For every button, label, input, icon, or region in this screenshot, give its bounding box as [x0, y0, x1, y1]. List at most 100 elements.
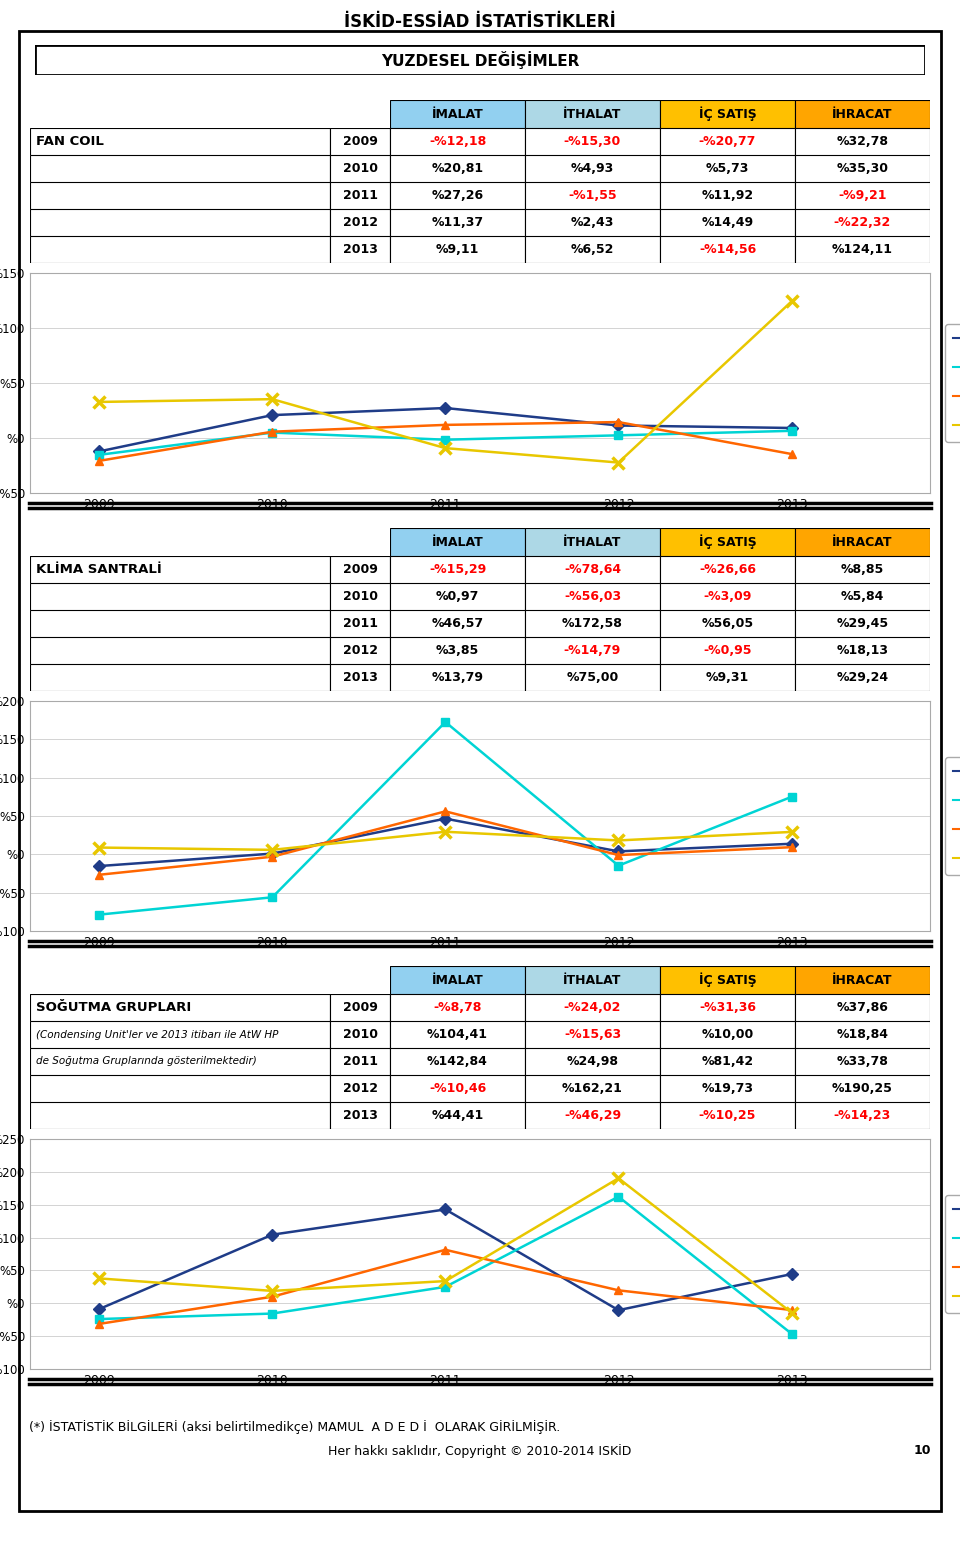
Text: %124,11: %124,11	[832, 243, 893, 256]
Bar	[660, 1102, 795, 1128]
Text: %9,11: %9,11	[436, 243, 479, 256]
Bar	[30, 1048, 330, 1076]
Bar	[30, 1021, 330, 1048]
Bar	[30, 994, 330, 1021]
Bar	[390, 1102, 525, 1128]
Text: -%78,64: -%78,64	[564, 563, 621, 577]
Bar	[30, 209, 330, 236]
Bar	[330, 1048, 390, 1076]
Bar	[795, 611, 930, 637]
Text: %75,00: %75,00	[566, 671, 618, 684]
Text: -%46,29: -%46,29	[564, 1108, 621, 1122]
Bar	[795, 556, 930, 583]
Bar	[795, 529, 930, 556]
Text: -%8,78: -%8,78	[433, 1001, 482, 1014]
Bar	[390, 994, 525, 1021]
Text: 10: 10	[914, 1445, 931, 1457]
Text: İSKİD-ESSİAD İSTATİSTİKLERİ: İSKİD-ESSİAD İSTATİSTİKLERİ	[344, 12, 616, 31]
Text: %142,84: %142,84	[427, 1056, 488, 1068]
Bar	[660, 1021, 795, 1048]
Bar	[525, 129, 660, 155]
Text: İMALAT: İMALAT	[432, 973, 484, 986]
Text: İHRACAT: İHRACAT	[832, 535, 893, 549]
Bar	[660, 663, 795, 691]
Bar	[390, 1076, 525, 1102]
Text: %9,31: %9,31	[706, 671, 749, 684]
Bar	[525, 155, 660, 181]
Text: %2,43: %2,43	[571, 215, 614, 229]
Text: -%20,77: -%20,77	[699, 135, 756, 147]
Text: 2011: 2011	[343, 617, 377, 629]
Text: %3,85: %3,85	[436, 643, 479, 657]
Text: %19,73: %19,73	[702, 1082, 754, 1094]
Legend: İMALAT, İTHALAT, İÇ SATIŞ, İHRACAT: İMALAT, İTHALAT, İÇ SATIŞ, İHRACAT	[946, 1195, 960, 1313]
Text: 2013: 2013	[343, 1108, 377, 1122]
Bar	[795, 637, 930, 663]
Text: İTHALAT: İTHALAT	[564, 535, 622, 549]
Bar	[795, 663, 930, 691]
Bar	[330, 637, 390, 663]
Text: -%0,95: -%0,95	[704, 643, 752, 657]
Text: 2011: 2011	[343, 1056, 377, 1068]
Text: -%9,21: -%9,21	[838, 189, 887, 202]
Bar	[330, 1076, 390, 1102]
Text: %18,84: %18,84	[836, 1028, 889, 1042]
Text: 2013: 2013	[343, 243, 377, 256]
Text: İHRACAT: İHRACAT	[832, 973, 893, 986]
Text: %56,05: %56,05	[702, 617, 754, 629]
Bar	[30, 129, 330, 155]
Bar	[390, 966, 525, 994]
Text: Her hakkı saklıdır, Copyright © 2010-2014 ISKİD: Her hakkı saklıdır, Copyright © 2010-201…	[328, 1445, 632, 1459]
Text: 2010: 2010	[343, 591, 377, 603]
Bar	[660, 583, 795, 611]
Bar	[525, 611, 660, 637]
Bar	[525, 663, 660, 691]
Bar	[660, 529, 795, 556]
Text: 2010: 2010	[343, 1028, 377, 1042]
Bar	[660, 236, 795, 264]
Text: %104,41: %104,41	[427, 1028, 488, 1042]
Bar	[390, 129, 525, 155]
Bar	[660, 209, 795, 236]
Bar	[330, 1102, 390, 1128]
Text: %162,21: %162,21	[562, 1082, 623, 1094]
Text: %8,85: %8,85	[841, 563, 884, 577]
Text: -%14,79: -%14,79	[564, 643, 621, 657]
Text: %11,37: %11,37	[431, 215, 484, 229]
Text: -%56,03: -%56,03	[564, 591, 621, 603]
Bar	[660, 129, 795, 155]
Bar	[795, 966, 930, 994]
Bar	[30, 236, 330, 264]
Bar	[330, 556, 390, 583]
Bar	[795, 181, 930, 209]
Bar	[30, 583, 330, 611]
Bar	[30, 1076, 330, 1102]
Text: -%15,63: -%15,63	[564, 1028, 621, 1042]
Text: (Condensing Unit'ler ve 2013 itibarı ile AtW HP: (Condensing Unit'ler ve 2013 itibarı ile…	[36, 1029, 278, 1040]
Bar	[30, 637, 330, 663]
Bar	[525, 1102, 660, 1128]
Bar	[795, 994, 930, 1021]
Bar	[390, 209, 525, 236]
FancyBboxPatch shape	[35, 45, 925, 74]
Bar	[525, 994, 660, 1021]
Text: 2009: 2009	[343, 135, 377, 147]
Bar	[390, 583, 525, 611]
Text: SOĞUTMA GRUPLARI: SOĞUTMA GRUPLARI	[36, 1001, 191, 1014]
Text: YUZDESEL DEĞİŞİMLER: YUZDESEL DEĞİŞİMLER	[381, 51, 579, 70]
Bar	[30, 556, 330, 583]
Text: İMALAT: İMALAT	[432, 107, 484, 121]
Bar	[330, 1021, 390, 1048]
Bar	[330, 129, 390, 155]
Text: 2009: 2009	[343, 563, 377, 577]
Bar	[330, 583, 390, 611]
Bar	[390, 637, 525, 663]
Text: %0,97: %0,97	[436, 591, 479, 603]
Text: -%15,30: -%15,30	[564, 135, 621, 147]
Bar	[795, 155, 930, 181]
Bar	[525, 101, 660, 129]
Bar	[525, 556, 660, 583]
Text: %32,78: %32,78	[836, 135, 889, 147]
Text: %5,84: %5,84	[841, 591, 884, 603]
Text: -%22,32: -%22,32	[834, 215, 891, 229]
